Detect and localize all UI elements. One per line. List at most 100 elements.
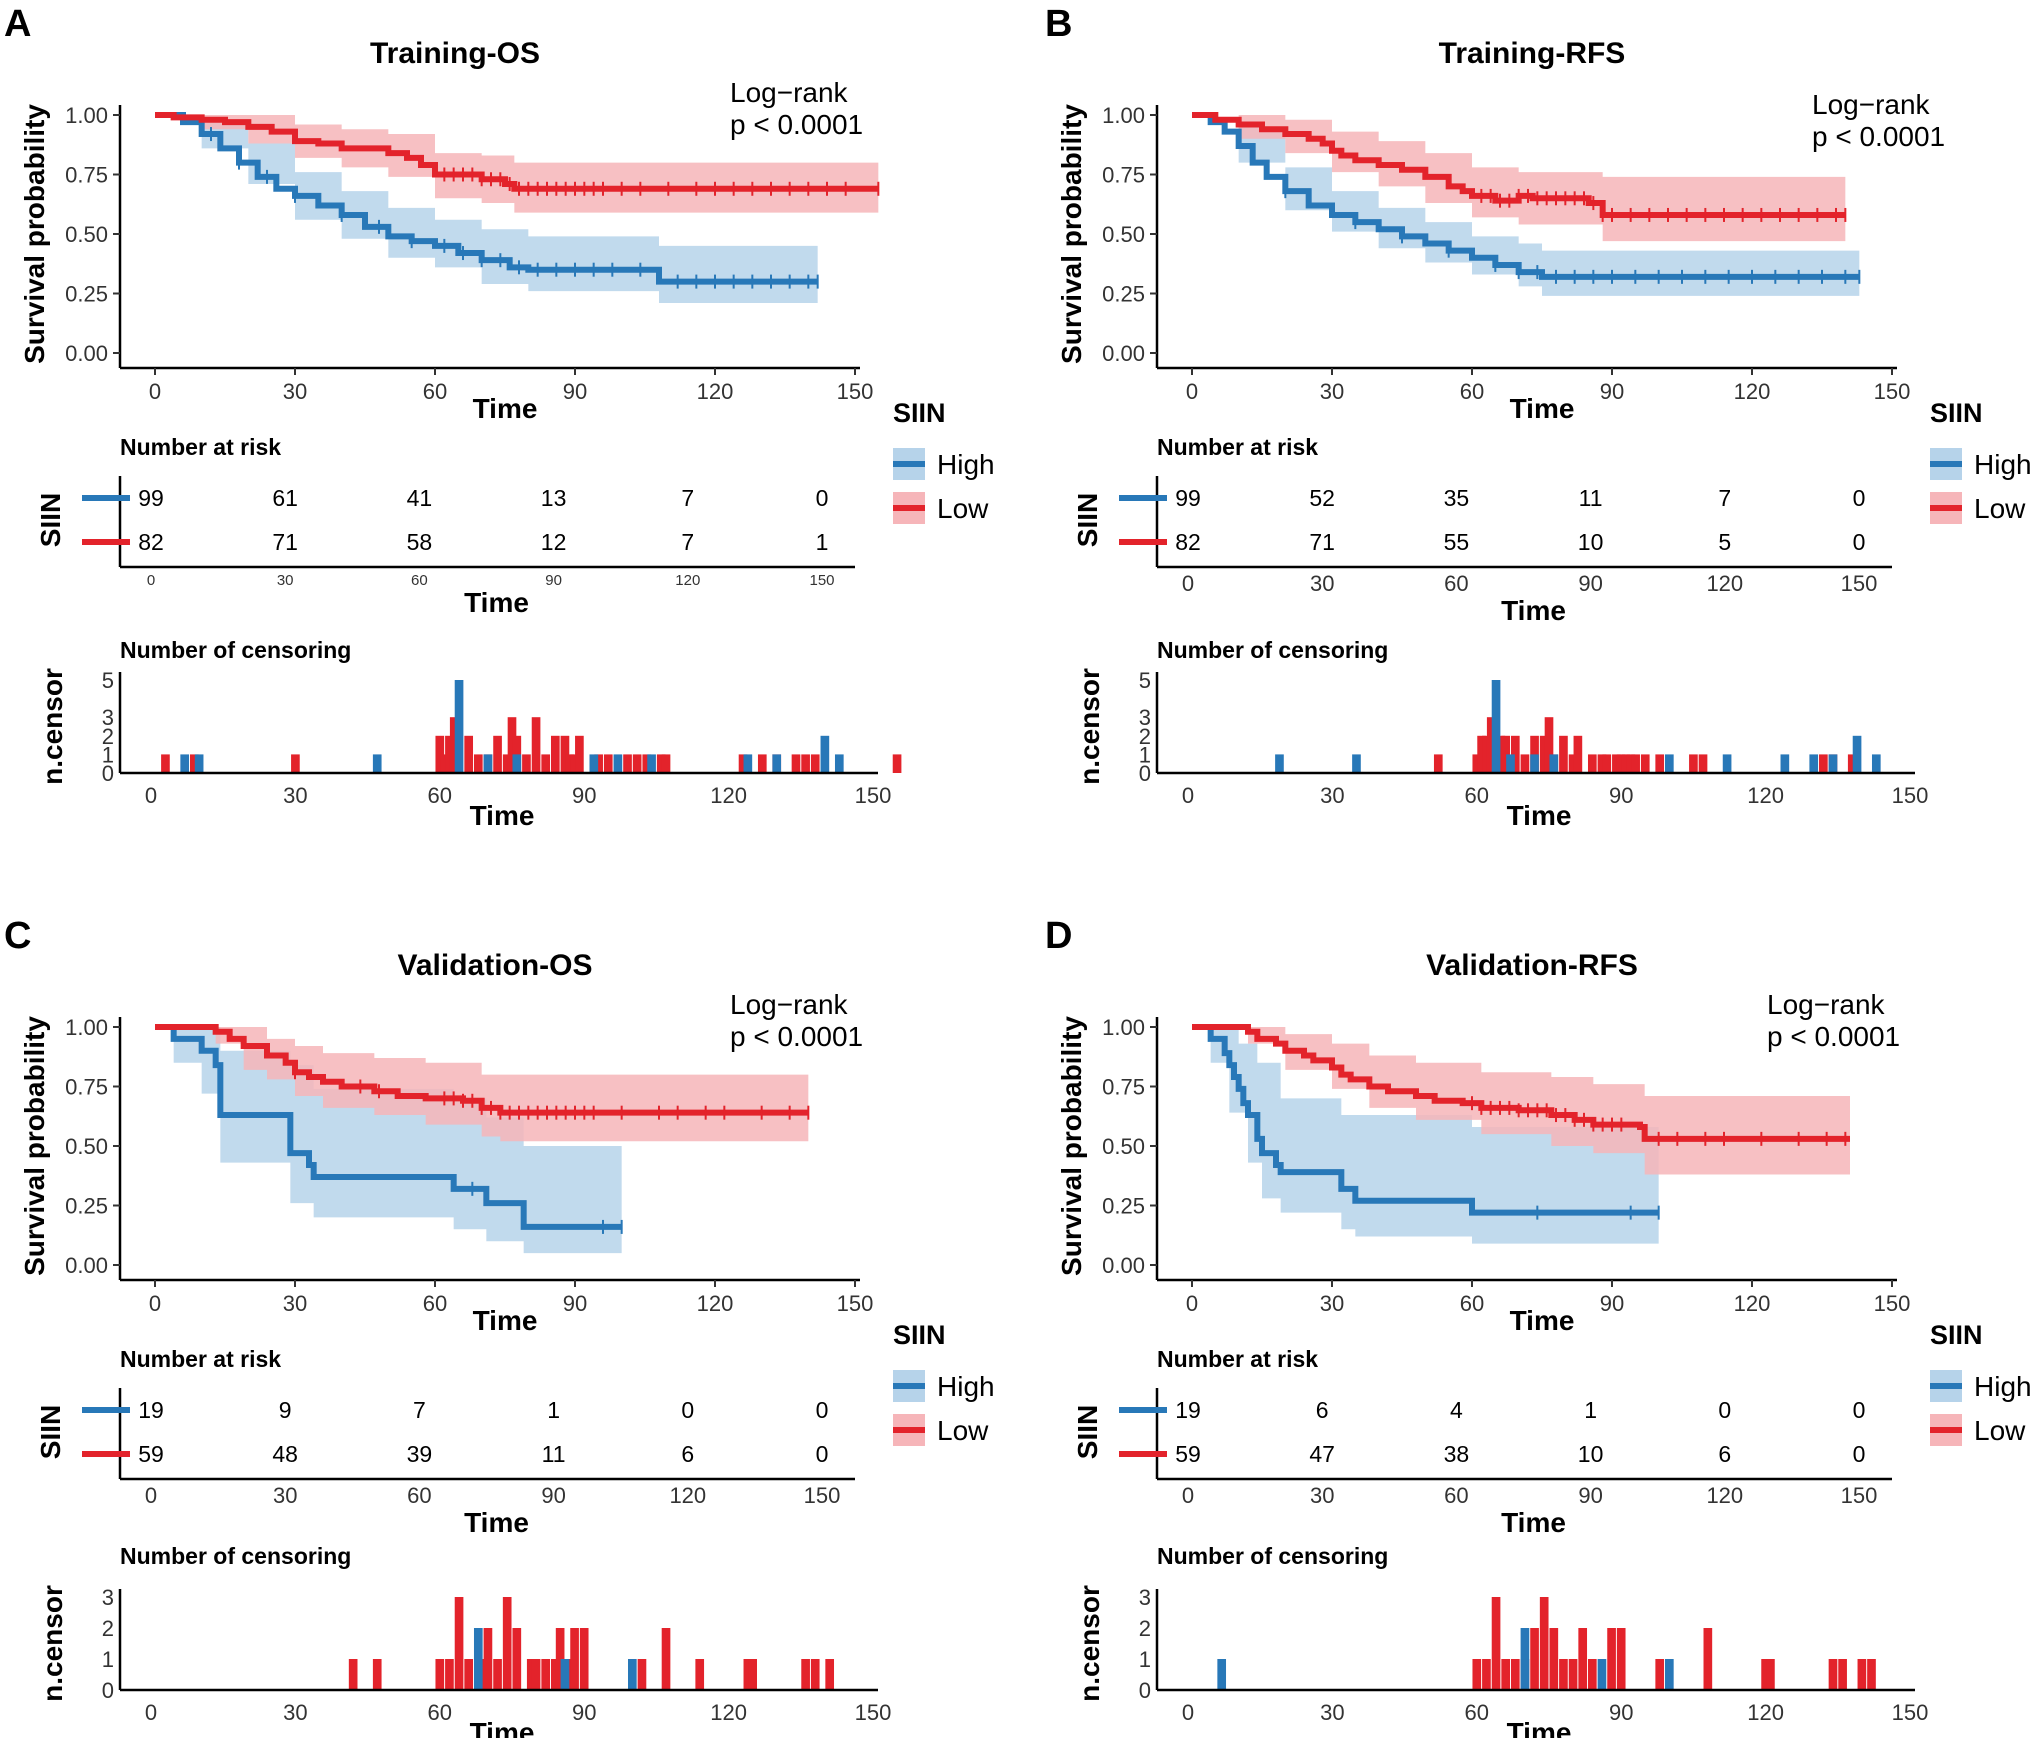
censor-x-tick-label: 120 xyxy=(1747,1700,1784,1725)
censor-x-tick-label: 0 xyxy=(1182,783,1194,808)
panel-letter: A xyxy=(4,3,31,45)
censor-y-axis-title: n.censor xyxy=(37,1585,68,1702)
x-tick-label: 30 xyxy=(283,379,307,404)
censor-bar-low xyxy=(1510,735,1520,773)
p-value: p < 0.0001 xyxy=(1812,121,1945,152)
risk-x-tick-label: 120 xyxy=(675,572,700,589)
x-axis-title: Time xyxy=(473,1305,538,1336)
logrank-label: Log−rank xyxy=(1812,89,1931,120)
risk-count-low: 55 xyxy=(1444,529,1470,555)
censor-bar-low xyxy=(1530,1628,1539,1690)
ci-band-low xyxy=(1192,115,1846,242)
censor-bar-low xyxy=(656,754,666,773)
risk-count-high: 19 xyxy=(138,1397,164,1423)
risk-title: Number at risk xyxy=(120,1346,281,1372)
censor-y-axis-title: n.censor xyxy=(37,668,68,785)
censor-bar-low xyxy=(560,735,570,773)
censor-bar-low xyxy=(801,754,810,773)
panel-title: Validation-RFS xyxy=(1426,949,1638,982)
censor-bar-low xyxy=(464,735,474,773)
censor-bar-high xyxy=(483,754,493,773)
logrank-label: Log−rank xyxy=(1767,989,1886,1020)
legend-label-high: High xyxy=(1974,1371,2032,1402)
censor-bar-high xyxy=(473,1628,483,1690)
ci-band-high xyxy=(1192,115,1860,296)
x-tick-label: 0 xyxy=(1186,1291,1198,1316)
risk-count-high: 4 xyxy=(1450,1397,1463,1423)
y-tick-label: 1.00 xyxy=(1102,1015,1145,1040)
x-tick-label: 120 xyxy=(697,1291,734,1316)
risk-count-low: 12 xyxy=(541,529,567,555)
x-tick-label: 90 xyxy=(563,379,587,404)
censor-bar-low xyxy=(791,754,801,773)
risk-title: Number at risk xyxy=(1157,1346,1318,1372)
censor-bar-low xyxy=(1655,754,1665,773)
censor-bar-low xyxy=(1655,1659,1665,1690)
risk-count-low: 11 xyxy=(542,1441,566,1467)
censor-bar-high xyxy=(180,754,190,773)
censor-bar-low xyxy=(464,1659,474,1690)
censor-bar-low xyxy=(440,754,449,773)
risk-x-axis-title: Time xyxy=(464,1507,529,1538)
censor-bar-low xyxy=(1689,754,1698,773)
censor-bar-low xyxy=(661,754,671,773)
censor-bar-high xyxy=(647,754,656,773)
risk-x-tick-label: 0 xyxy=(1182,1483,1194,1508)
y-tick-label: 0.25 xyxy=(65,282,108,307)
censor-bar-low xyxy=(502,1597,512,1690)
censor-bar-low xyxy=(1828,1659,1838,1690)
censor-y-tick-label: 1 xyxy=(1139,742,1151,767)
risk-x-axis-title: Time xyxy=(1501,1507,1566,1538)
censor-bar-low xyxy=(1544,717,1554,773)
censor-bar-low xyxy=(1433,754,1443,773)
censor-bar-low xyxy=(507,717,517,773)
risk-count-high: 7 xyxy=(1718,485,1731,511)
censor-bar-low xyxy=(348,1659,358,1690)
risk-x-axis-title: Time xyxy=(1501,595,1566,626)
risk-count-low: 6 xyxy=(681,1441,694,1467)
legend-label-high: High xyxy=(937,1371,995,1402)
censor-title: Number of censoring xyxy=(1157,637,1388,663)
censor-bar-low xyxy=(1568,1659,1578,1690)
censor-x-tick-label: 90 xyxy=(572,1700,596,1725)
censor-bar-low xyxy=(1578,1628,1588,1690)
risk-count-low: 38 xyxy=(1444,1441,1470,1467)
y-axis-title: Survival probability xyxy=(1056,104,1087,364)
risk-strata-label: SIIN xyxy=(35,493,66,547)
censor-bar-high xyxy=(1665,1659,1674,1690)
censor-bar-low xyxy=(1477,735,1486,773)
risk-count-low: 82 xyxy=(138,529,164,555)
censor-bar-low xyxy=(1602,754,1612,773)
y-tick-label: 0.00 xyxy=(1102,341,1145,366)
censor-bar-high xyxy=(820,735,830,773)
censor-bar-low xyxy=(565,754,575,773)
censor-bar-high xyxy=(1491,680,1501,773)
risk-count-high: 1 xyxy=(1584,1397,1597,1423)
risk-x-tick-label: 90 xyxy=(541,1483,565,1508)
censor-y-tick-label: 1 xyxy=(102,742,114,767)
censor-bar-low xyxy=(1616,754,1626,773)
censor-bar-low xyxy=(1510,1659,1520,1690)
censor-y-tick-label: 0 xyxy=(1139,761,1151,786)
y-tick-label: 0.75 xyxy=(65,1075,108,1100)
censor-bar-low xyxy=(445,1659,454,1690)
censor-bar-low xyxy=(575,735,584,773)
censor-bar-high xyxy=(372,754,382,773)
risk-count-high: 99 xyxy=(138,485,164,511)
censor-bar-high xyxy=(1665,754,1674,773)
censor-bar-low xyxy=(1501,1659,1511,1690)
censor-y-tick-label: 3 xyxy=(1139,705,1151,730)
censor-y-tick-label: 2 xyxy=(1139,1616,1151,1641)
censor-x-tick-label: 60 xyxy=(428,1700,452,1725)
risk-count-low: 0 xyxy=(1853,529,1866,555)
censor-x-axis-title: Time xyxy=(470,800,535,831)
legend-label-low: Low xyxy=(1974,1415,2026,1446)
censor-bar-low xyxy=(738,754,748,773)
censor-bar-low xyxy=(1607,1628,1616,1690)
censor-y-tick-label: 0 xyxy=(102,761,114,786)
censor-bar-high xyxy=(1722,754,1732,773)
